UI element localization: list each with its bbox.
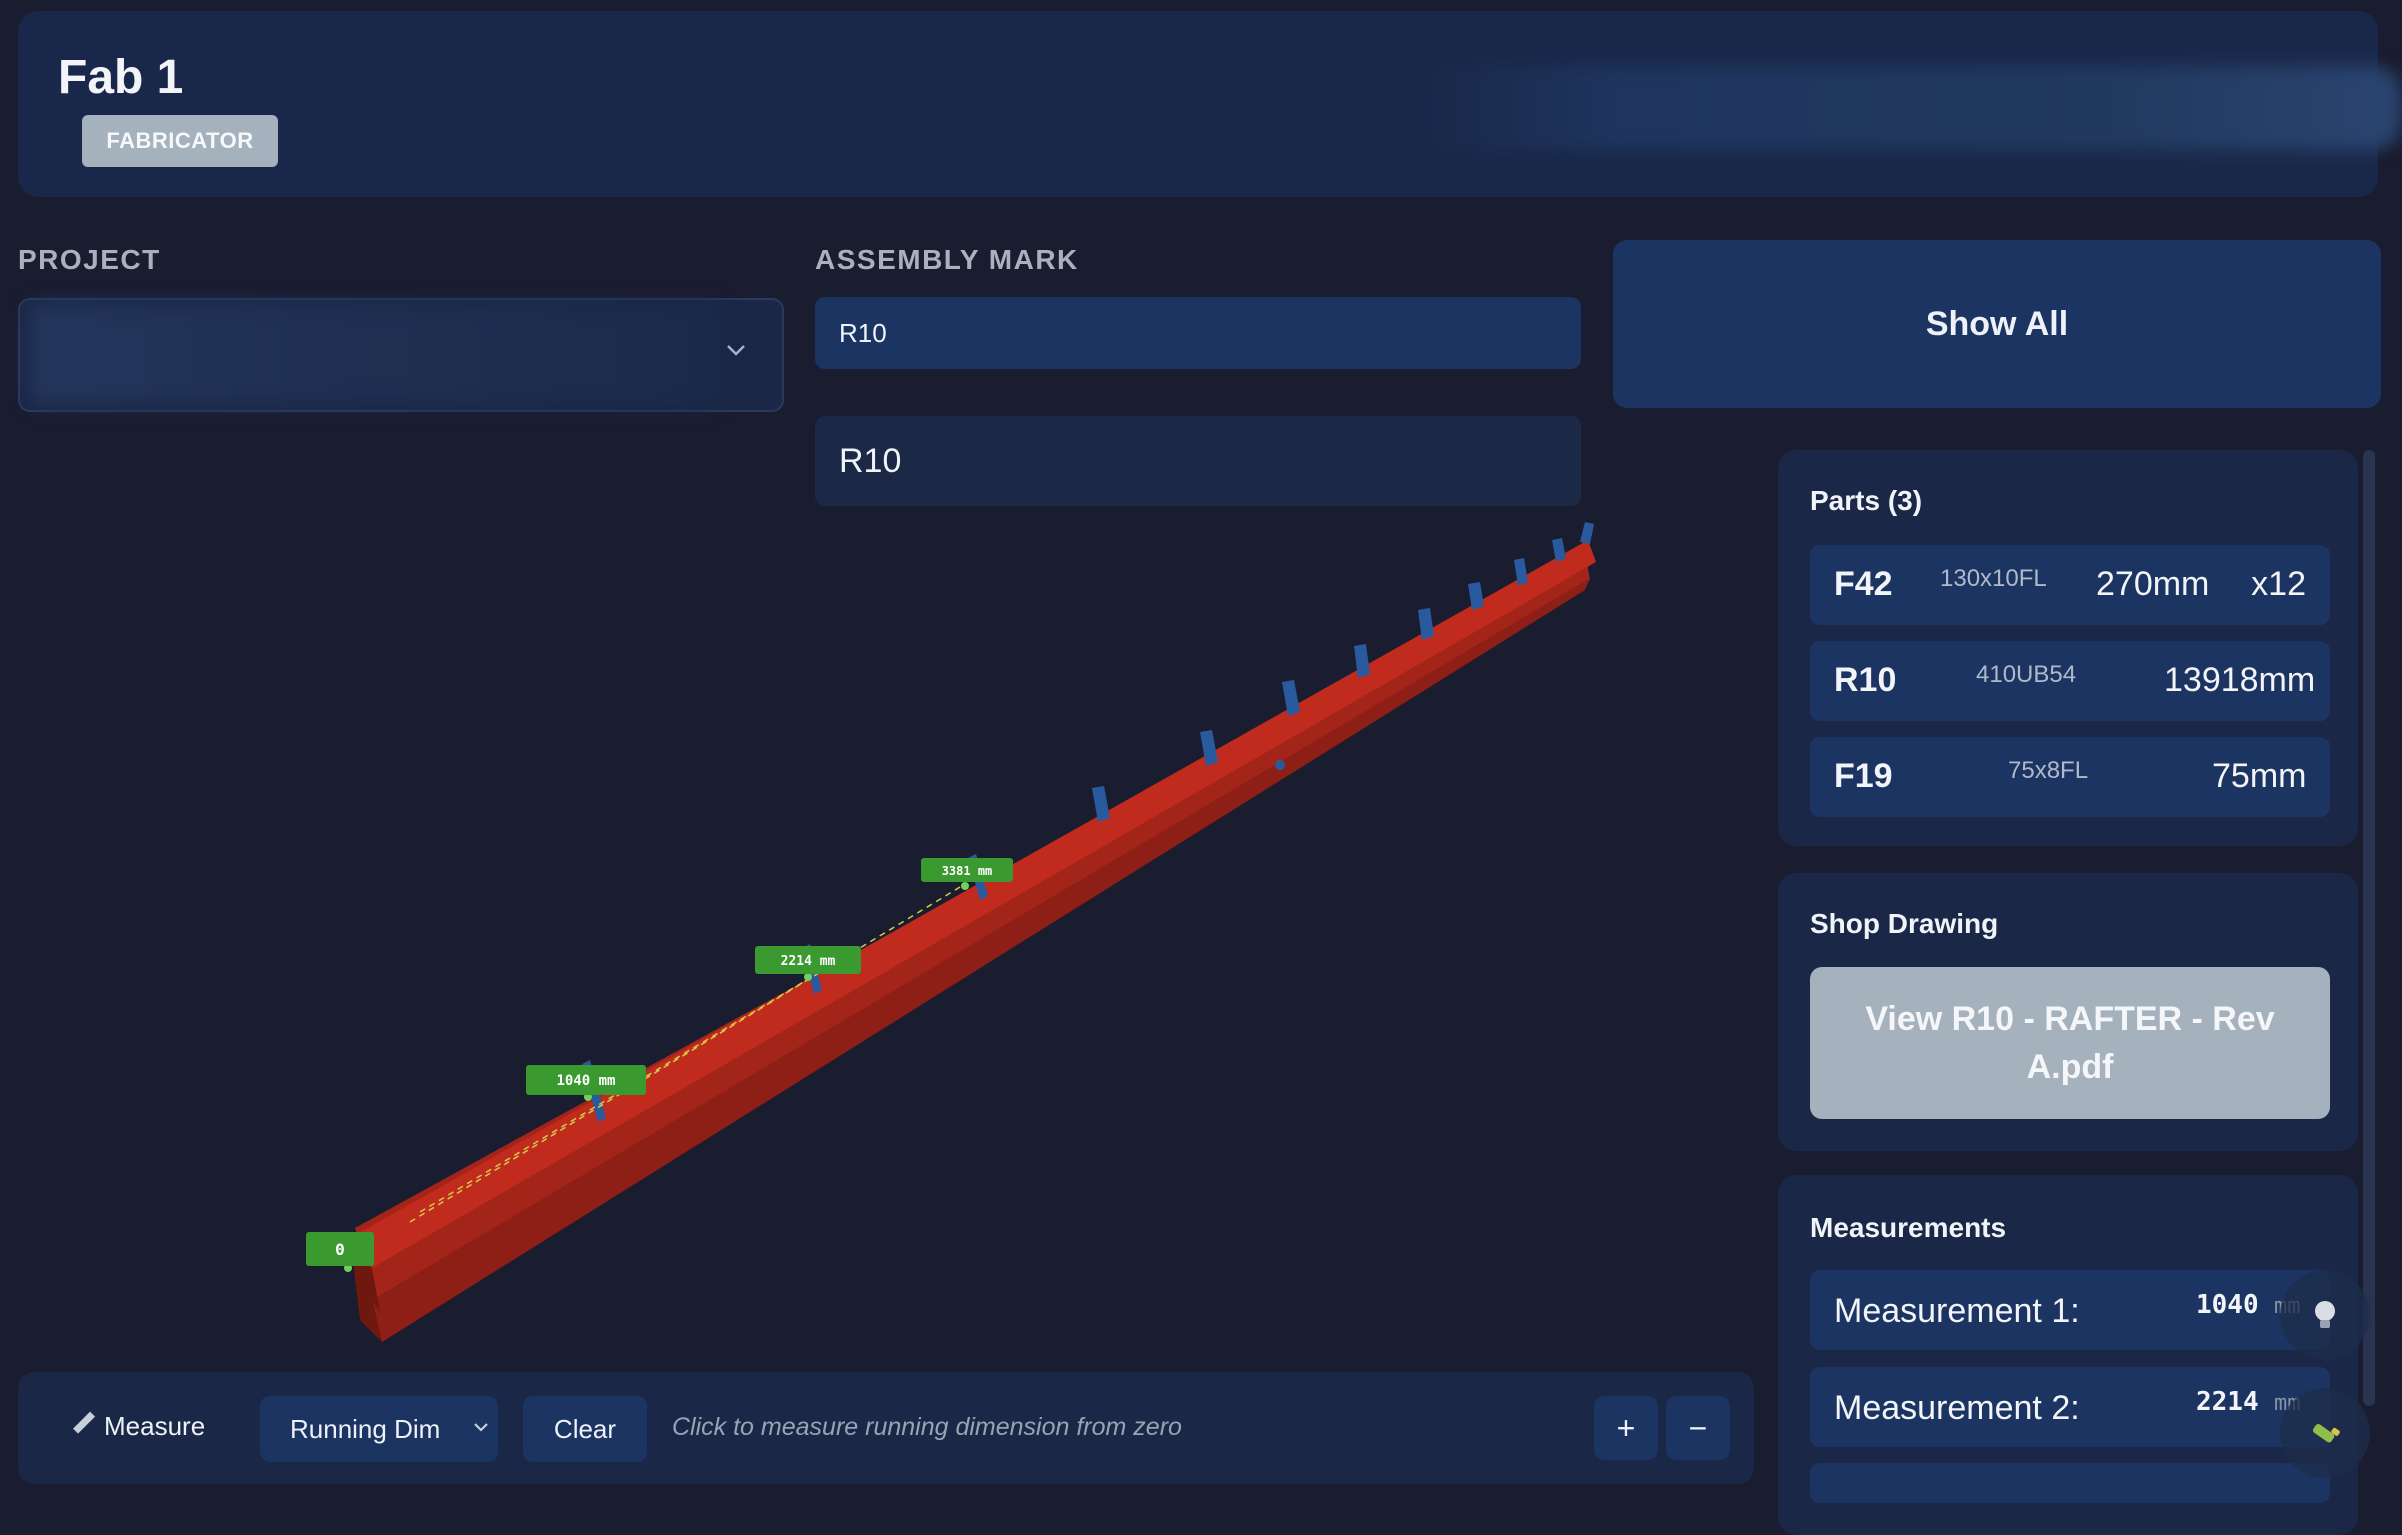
- part-row-f42[interactable]: F42 130x10FL 270mm x12: [1810, 545, 2330, 625]
- redacted-user-area: [1420, 66, 2402, 150]
- model-viewport[interactable]: 0 1040 mm 2214 mm 3381 mm: [0, 510, 1760, 1370]
- assembly-mark-label: ASSEMBLY MARK: [815, 244, 1079, 275]
- measurement-label: Measurement 2:: [1834, 1389, 2080, 1427]
- dim-label-3: 3381 mm: [942, 864, 993, 878]
- dimension-labels: 0 1040 mm 2214 mm 3381 mm: [306, 858, 1013, 1266]
- parts-title: Parts (3): [1810, 485, 1923, 516]
- stiffener-plate: [1092, 786, 1110, 822]
- assembly-mark-input[interactable]: [815, 297, 1581, 369]
- measure-tool-button[interactable]: Measure: [70, 1410, 205, 1443]
- measure-hint: Click to measure running dimension from …: [672, 1413, 1182, 1441]
- beam-top-flange: [350, 540, 1596, 1268]
- dim-label-0: 0: [335, 1240, 345, 1259]
- stiffener-plate: [1552, 538, 1566, 562]
- stiffener-plate: [1514, 558, 1528, 586]
- stiffener-plate: [1200, 730, 1218, 766]
- measurement-label: Measurement 1:: [1834, 1292, 2080, 1330]
- measurement-row[interactable]: [1810, 1463, 2330, 1503]
- ruler-icon: [70, 1410, 96, 1443]
- part-profile: 410UB54: [1976, 661, 2077, 688]
- beam-bottom-flange: [372, 578, 1590, 1342]
- part-length: 270mm: [2096, 565, 2210, 603]
- view-drawing-button[interactable]: View R10 - RAFTER - Rev A.pdf: [1810, 967, 2330, 1119]
- shop-drawing-title: Shop Drawing: [1810, 908, 1999, 939]
- measurement-value: 1040: [2196, 1290, 2259, 1320]
- app-title: Fab 1: [58, 51, 184, 104]
- project-label: PROJECT: [18, 244, 161, 275]
- chevron-down-icon: [470, 1416, 492, 1444]
- part-row-f19[interactable]: F19 75x8FL 75mm: [1810, 737, 2330, 817]
- measurement-row[interactable]: Measurement 2: 2214 mm: [1810, 1367, 2330, 1447]
- zoom-in-button[interactable]: +: [1594, 1396, 1658, 1460]
- show-all-button[interactable]: Show All: [1613, 240, 2381, 408]
- part-profile: 75x8FL: [2008, 757, 2089, 784]
- part-length: 13918mm: [2164, 661, 2316, 699]
- clear-button[interactable]: Clear: [523, 1396, 647, 1462]
- brush-icon[interactable]: [2280, 1388, 2370, 1478]
- chevron-down-icon[interactable]: [722, 336, 750, 364]
- part-length: 75mm: [2212, 757, 2307, 795]
- role-badge: FABRICATOR: [82, 115, 278, 167]
- part-row-r10[interactable]: R10 410UB54 13918mm: [1810, 641, 2330, 721]
- dim-label-1: 1040 mm: [556, 1073, 615, 1089]
- zoom-out-button[interactable]: −: [1666, 1396, 1730, 1460]
- measure-guides: [409, 883, 966, 1223]
- panel-scrollbar[interactable]: [2363, 450, 2375, 1406]
- part-profile: 130x10FL: [1940, 565, 2047, 592]
- stiffener-plate: [1418, 608, 1434, 640]
- measure-mode-select[interactable]: Running Dim: [260, 1396, 498, 1462]
- part-mark: R10: [1834, 661, 1897, 699]
- measurement-row[interactable]: Measurement 1: 1040 mm: [1810, 1270, 2330, 1350]
- stiffener-plate: [1580, 522, 1594, 544]
- part-mark: F19: [1834, 757, 1893, 795]
- stiffener-plate: [1354, 644, 1370, 678]
- measure-tool-label: Measure: [104, 1411, 206, 1441]
- part-qty: x12: [2251, 565, 2306, 603]
- lightbulb-icon[interactable]: [2280, 1270, 2370, 1360]
- assembly-suggestion-item[interactable]: R10: [815, 416, 1581, 506]
- dim-label-2: 2214 mm: [781, 954, 836, 969]
- measurements-title: Measurements: [1810, 1212, 2007, 1243]
- measure-mode-value: Running Dim: [290, 1413, 441, 1444]
- stiffener-plate: [1282, 680, 1300, 716]
- measurement-value: 2214: [2196, 1387, 2259, 1417]
- stiffener-plate: [1468, 582, 1484, 610]
- redacted-project-value: [30, 304, 720, 404]
- part-mark: F42: [1834, 565, 1893, 603]
